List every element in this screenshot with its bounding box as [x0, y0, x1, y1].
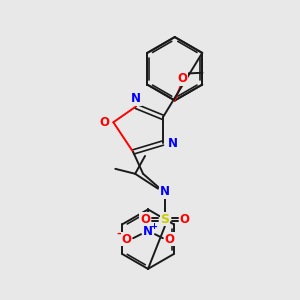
Text: N: N: [168, 136, 178, 150]
Text: +: +: [151, 222, 158, 231]
Text: N: N: [131, 92, 141, 105]
Text: O: O: [180, 213, 190, 226]
Text: S: S: [160, 213, 169, 226]
Text: O: O: [99, 116, 110, 129]
Text: O: O: [178, 72, 188, 85]
Text: -: -: [116, 229, 121, 239]
Text: O: O: [165, 233, 175, 246]
Text: O: O: [140, 213, 150, 226]
Text: N: N: [143, 225, 153, 238]
Text: O: O: [121, 233, 131, 246]
Text: N: N: [160, 185, 170, 198]
